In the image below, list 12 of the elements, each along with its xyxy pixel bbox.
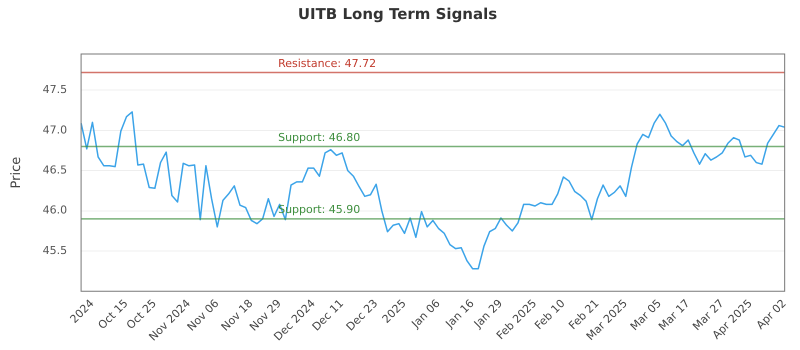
y-axis-title: Price [9,156,24,188]
x-tick-label: Jan 06 [408,296,443,332]
y-tick-label: 46.0 [42,204,68,217]
y-tick-label: 46.5 [42,163,68,176]
ref-line-label: Resistance: 47.72 [278,56,376,70]
x-tick-label: Dec 23 [344,296,380,334]
x-tick-label: Apr 02 [754,296,789,332]
y-tick-label: 45.5 [42,244,68,257]
chart-title: UITB Long Term Signals [298,4,498,23]
ref-line-label: Support: 46.80 [278,130,360,144]
y-tick-label: 47.0 [42,123,68,136]
y-tick-label: 47.5 [42,83,68,96]
